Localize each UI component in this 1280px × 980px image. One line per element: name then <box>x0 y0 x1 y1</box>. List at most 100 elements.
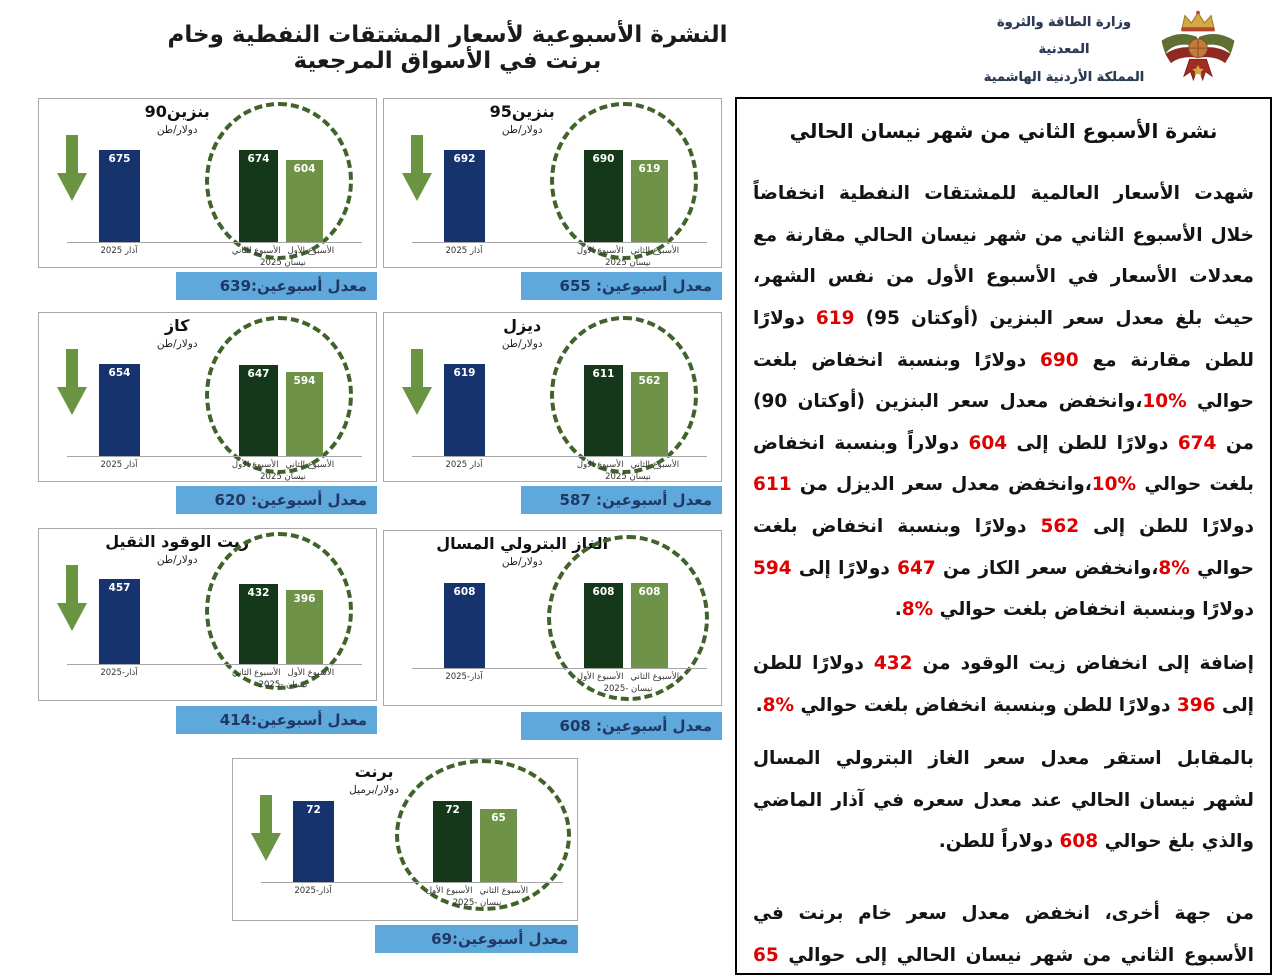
chart-benzin-95: بنزين95 دولار/طن 692 690 619 آذار 2025 الأسبوع… <box>383 98 722 300</box>
month-axis-label: نيسان -2025 <box>258 680 308 690</box>
bar-value-label: 608 <box>453 586 476 598</box>
bar-value-label: 690 <box>592 153 615 165</box>
week-axis-label: الأسبوع الأول <box>287 246 335 256</box>
week2-bar: 604 <box>286 160 323 242</box>
comparison-highlight-circle <box>547 535 709 701</box>
highlighted-value: %8 <box>762 694 795 716</box>
chart-heavy-fuel-oil: زيت الوقود الثقيل دولار/طن 457 432 396 آذار-2… <box>38 528 377 734</box>
bar-value-label: 608 <box>592 586 615 598</box>
week1-bar: 72 <box>433 801 472 882</box>
week-axis-labels: الأسبوع الثاني الأسبوع الأول <box>220 668 346 678</box>
comparison-highlight-circle <box>550 316 698 474</box>
chart-benzin-90: بنزين90 دولار/طن 675 674 604 آذار 2025 الأسبوع… <box>38 98 377 300</box>
chart-unit-label: دولار/برميل <box>349 784 399 796</box>
week-axis-label: الأسبوع الثاني <box>630 672 680 682</box>
week-axis-labels: الأسبوع الأول الأسبوع الثاني <box>414 886 540 896</box>
march-bar: 692 <box>444 150 485 242</box>
x-axis-line <box>67 664 362 665</box>
week-axis-label: الأسبوع الأول <box>231 460 279 470</box>
march-axis-label: آذار-2025 <box>294 886 332 896</box>
trend-down-arrow-icon <box>57 135 87 201</box>
bar-value-label: 608 <box>638 586 661 598</box>
week-axis-labels: الأسبوع الثاني الأسبوع الأول <box>220 246 346 256</box>
march-axis-label: آذار 2025 <box>100 246 138 256</box>
highlighted-value: 604 <box>968 432 1008 454</box>
paragraph-text: دولاراً للطن. <box>938 831 1060 853</box>
week2-bar: 619 <box>631 160 668 242</box>
chart-unit-label: دولار/طن <box>156 554 198 566</box>
chart-canvas: برنت دولار/برميل 72 72 65 آذار-2025 الأسبوع ال… <box>232 758 578 921</box>
month-axis-label: نيسان -2025 <box>603 684 653 694</box>
chart-unit-label: دولار/طن <box>501 338 543 350</box>
highlighted-value: 65 <box>753 944 779 966</box>
week2-bar: 396 <box>286 590 323 664</box>
chart-canvas: ديزل دولار/طن 619 611 562 آذار 2025 الأسبوع ال… <box>383 312 722 482</box>
bar-value-label: 65 <box>491 812 506 824</box>
x-axis-line <box>261 882 563 883</box>
bulletin-paragraph: شهدت الأسعار العالمية للمشتقات النفطية ا… <box>753 173 1254 631</box>
bulletin-title: نشرة الأسبوع الثاني من شهر نيسان الحالي <box>789 119 1218 143</box>
x-axis-line <box>67 456 362 457</box>
bar-value-label: 611 <box>592 368 615 380</box>
x-axis-line <box>67 242 362 243</box>
highlighted-value: 396 <box>1176 694 1216 716</box>
paragraph-text: شهدت الأسعار العالمية للمشتقات النفطية ا… <box>753 183 1254 329</box>
comparison-highlight-circle <box>205 316 353 474</box>
week1-bar: 674 <box>239 150 278 242</box>
bar-value-label: 72 <box>306 804 321 816</box>
highlighted-value: 674 <box>1177 432 1217 454</box>
month-axis-label: نيسان -2025 <box>452 898 502 908</box>
bar-value-label: 562 <box>638 375 661 387</box>
bar-value-label: 619 <box>453 367 476 379</box>
month-axis-label: نيسان 2025 <box>605 472 651 482</box>
march-bar: 675 <box>99 150 140 242</box>
bar-value-label: 674 <box>247 153 270 165</box>
week-axis-label: الأسبوع الأول <box>425 886 473 896</box>
page-title: النشرة الأسبوعية لأسعار المشتقات النفطية… <box>167 22 728 74</box>
march-axis-label: آذار 2025 <box>445 246 483 256</box>
trend-down-arrow-icon <box>57 565 87 631</box>
chart-canvas: كاز دولار/طن 654 647 594 آذار 2025 الأسبوع الأ… <box>38 312 377 482</box>
ministry-logo-text: وزارة الطاقة والثروة المعدنية المملكة ال… <box>980 9 1148 91</box>
chart-title: زيت الوقود الثقيل <box>105 532 250 551</box>
paragraph-text: . <box>755 694 763 716</box>
bar-value-label: 619 <box>638 163 661 175</box>
paragraph-text: دولارًا للطن إلى <box>1007 432 1178 454</box>
bar-value-label: 396 <box>293 593 316 605</box>
trend-down-arrow-icon <box>402 135 432 201</box>
paragraph-text: دولاراً وبنسبة انخفاض بلغت حوالي <box>753 432 1254 496</box>
comparison-highlight-circle <box>205 532 353 690</box>
x-axis-line <box>412 242 707 243</box>
bar-value-label: 604 <box>293 163 316 175</box>
bar-value-label: 654 <box>108 367 131 379</box>
paragraph-text: ،وانخفض معدل سعر الديزل من <box>791 474 1092 496</box>
highlighted-value: 562 <box>1040 516 1080 537</box>
week-axis-label: الأسبوع الثاني <box>231 668 281 678</box>
two-week-average-banner: معدل أسبوعين: 655 <box>521 272 722 300</box>
week-axis-labels: الأسبوع الأول الأسبوع الثاني <box>220 460 346 470</box>
chart-title: بنزين90 <box>144 102 210 121</box>
chart-canvas: زيت الوقود الثقيل دولار/طن 457 432 396 آذار-2… <box>38 528 377 701</box>
paragraph-text: . <box>894 599 902 621</box>
month-axis-label: نيسان 2025 <box>605 258 651 268</box>
chart-lpg: الغاز البترولي المسال دولار/طن 608 608 608 آذ… <box>383 530 722 742</box>
paragraph-text: دولارًا وبنسبة انخفاض بلغت حوالي <box>753 349 1254 413</box>
chart-unit-label: دولار/طن <box>501 124 543 136</box>
week2-bar: 65 <box>480 809 517 882</box>
chart-unit-label: دولار/طن <box>501 556 543 568</box>
month-axis-label: نيسان 2025 <box>260 258 306 268</box>
two-week-average-banner: معدل أسبوعين:69 <box>375 925 578 953</box>
chart-title: الغاز البترولي المسال <box>436 534 609 553</box>
two-week-average-banner: معدل أسبوعين:639 <box>176 272 377 300</box>
month-axis-label: نيسان 2025 <box>260 472 306 482</box>
two-week-average-banner: معدل أسبوعين: 620 <box>176 486 377 514</box>
chart-canvas: بنزين95 دولار/طن 692 690 619 آذار 2025 الأسبوع… <box>383 98 722 268</box>
trend-down-arrow-icon <box>57 349 87 415</box>
highlighted-value: 647 <box>897 557 936 579</box>
x-axis-line <box>412 456 707 457</box>
chart-title: كاز <box>164 316 190 335</box>
march-axis-label: آذار-2025 <box>445 672 483 682</box>
week-axis-label: الأسبوع الأول <box>576 246 624 256</box>
chart-canvas: بنزين90 دولار/طن 675 674 604 آذار 2025 الأسبوع… <box>38 98 377 268</box>
bar-value-label: 647 <box>247 368 270 380</box>
